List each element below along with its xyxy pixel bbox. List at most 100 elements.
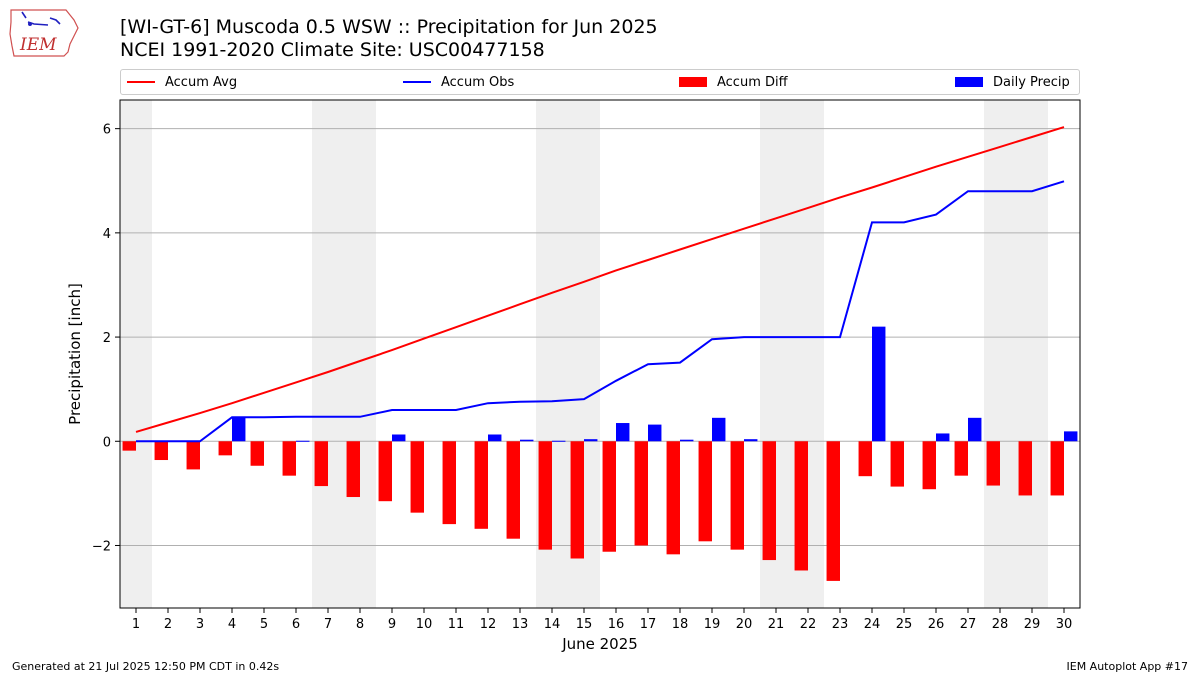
x-tick-label: 23 <box>832 617 849 632</box>
accum-diff-bar <box>1050 441 1064 496</box>
legend-label-accum-diff: Accum Diff <box>717 74 788 90</box>
gridlines <box>120 128 1080 546</box>
x-tick-label: 10 <box>416 617 433 632</box>
x-tick-label: 12 <box>480 617 497 632</box>
footer-generated-text: Generated at 21 Jul 2025 12:50 PM CDT in… <box>12 660 280 673</box>
x-axis-label: June 2025 <box>561 635 638 653</box>
daily-precip-bar <box>520 439 534 442</box>
daily-precip-bar <box>1064 431 1078 442</box>
accum-diff-bar <box>410 441 424 513</box>
x-tick-label: 2 <box>164 617 172 632</box>
daily-precip-bar <box>872 326 886 442</box>
chart-legend: Accum Avg Accum Obs Accum Diff Daily Pre… <box>120 69 1080 95</box>
legend-swatch-daily-precip <box>955 77 983 87</box>
daily-precip-bar <box>712 417 726 442</box>
legend-label-daily-precip: Daily Precip <box>993 74 1070 90</box>
x-tick-label: 19 <box>704 617 721 632</box>
x-tick-label: 17 <box>640 617 657 632</box>
legend-item-accum-diff: Accum Diff <box>679 70 788 94</box>
accum-diff-bar <box>186 441 200 470</box>
x-tick-label: 26 <box>928 617 945 632</box>
x-tick-label: 3 <box>196 617 204 632</box>
y-axis-label: Precipitation [inch] <box>66 283 84 425</box>
accum-lines <box>135 126 1065 443</box>
x-tick-label: 16 <box>608 617 625 632</box>
x-tick-label: 21 <box>768 617 785 632</box>
x-tick-label: 24 <box>864 617 881 632</box>
x-tick-label: 27 <box>960 617 977 632</box>
legend-swatch-accum-diff <box>679 77 707 87</box>
accum-diff-bar <box>922 441 936 490</box>
plot-frame <box>119 99 1081 609</box>
accum-diff-bar <box>570 441 584 559</box>
daily-precip-bar <box>936 433 950 442</box>
x-tick-label: 18 <box>672 617 689 632</box>
x-tick-label: 8 <box>356 617 364 632</box>
legend-item-accum-avg: Accum Avg <box>127 70 237 94</box>
accum-diff-bar <box>826 441 840 581</box>
x-tick-label: 14 <box>544 617 561 632</box>
legend-item-daily-precip: Daily Precip <box>955 70 1070 94</box>
accum-diff-bar <box>538 441 552 550</box>
accum-diff-bar <box>378 441 392 502</box>
y-tick-label: 6 <box>103 123 111 138</box>
accum-diff-bar <box>122 441 136 451</box>
accum-diff-bar <box>282 441 296 476</box>
chart-subtitle: NCEI 1991-2020 Climate Site: USC00477158 <box>120 39 545 61</box>
x-tick-label: 1 <box>132 617 140 632</box>
accum-diff-bar <box>314 441 328 487</box>
daily-precip-bar <box>584 439 598 442</box>
daily-precip-bars <box>232 326 1078 442</box>
x-tick-label: 30 <box>1056 617 1073 632</box>
x-tick-label: 22 <box>800 617 817 632</box>
weekend-band <box>1016 100 1048 608</box>
weekend-band <box>120 100 152 608</box>
legend-swatch-accum-obs <box>403 81 431 83</box>
weekend-band <box>984 100 1016 608</box>
accum-diff-bar <box>730 441 744 550</box>
accum-diff-bar <box>346 441 360 498</box>
logo-text: IEM <box>19 35 57 55</box>
legend-label-accum-obs: Accum Obs <box>441 74 515 90</box>
x-tick-label: 15 <box>576 617 593 632</box>
daily-precip-bar <box>552 440 566 442</box>
x-tick-label: 11 <box>448 617 465 632</box>
accum-diff-bar <box>250 441 264 466</box>
accum-diff-bar <box>698 441 712 542</box>
legend-swatch-accum-avg <box>127 81 155 83</box>
x-tick-label: 5 <box>260 617 268 632</box>
x-tick-label: 7 <box>324 617 332 632</box>
y-tick-label: 4 <box>103 227 111 242</box>
x-tick-label: 6 <box>292 617 300 632</box>
accum-diff-bar <box>474 441 488 529</box>
accum-diff-bar <box>218 441 232 456</box>
x-tick-label: 9 <box>388 617 396 632</box>
accum-diff-bar <box>442 441 456 525</box>
iowa-outline-icon <box>9 9 79 57</box>
accum-avg-line <box>135 126 1065 433</box>
accum-diff-bar <box>858 441 872 477</box>
daily-precip-bar <box>968 417 982 442</box>
y-tick-label: −2 <box>92 539 111 554</box>
accum-diff-bar <box>666 441 680 555</box>
iem-logo: IEM <box>9 9 79 57</box>
accum-diff-bar <box>762 441 776 561</box>
x-tick-label: 13 <box>512 617 529 632</box>
daily-precip-bar <box>648 424 662 442</box>
x-tick-label: 20 <box>736 617 753 632</box>
accum-obs-line <box>136 180 1065 443</box>
accum-diff-bar <box>154 441 168 461</box>
accum-diff-bar <box>634 441 648 546</box>
accum-diff-bar <box>954 441 968 476</box>
daily-precip-bar <box>616 423 630 442</box>
weekend-band <box>344 100 376 608</box>
daily-precip-bar <box>232 417 246 442</box>
y-tick-label: 0 <box>103 435 111 450</box>
chart-title: [WI-GT-6] Muscoda 0.5 WSW :: Precipitati… <box>120 16 658 38</box>
accum-diff-bar <box>890 441 904 487</box>
daily-precip-bar <box>392 434 406 442</box>
accum-diff-bar <box>602 441 616 552</box>
x-tick-label: 29 <box>1024 617 1041 632</box>
